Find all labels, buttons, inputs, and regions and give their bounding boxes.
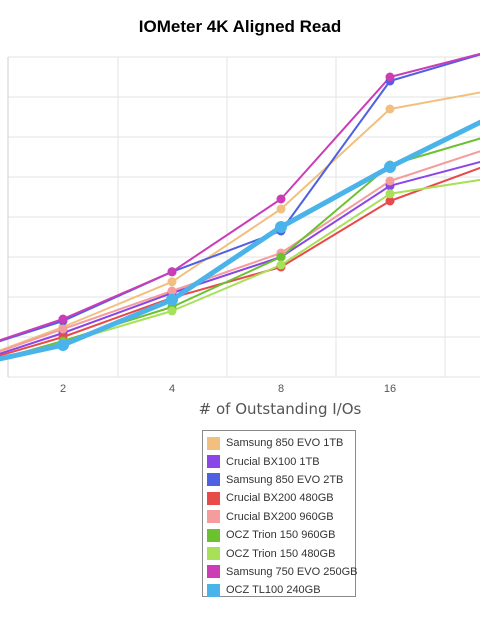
data-point: [385, 196, 395, 206]
series-line: [0, 52, 480, 342]
series-lines: [0, 52, 480, 362]
chart-title: IOMeter 4K Aligned Read: [138, 17, 342, 36]
legend-label: Crucial BX200 960GB: [226, 510, 334, 523]
legend-item: OCZ Trion 150 480GB: [207, 544, 355, 562]
data-point: [166, 293, 178, 306]
data-point: [275, 221, 287, 233]
legend-label: Crucial BX100 1TB: [226, 455, 320, 468]
legend-item: Crucial BX200 480GB: [207, 489, 355, 507]
legend-swatch: [207, 455, 220, 469]
data-point: [167, 267, 177, 277]
legend-label: OCZ Trion 150 480GB: [226, 547, 336, 560]
legend-swatch: [207, 565, 220, 579]
legend-item: OCZ TL100 240GB: [207, 581, 355, 599]
legend-label: OCZ TL100 240GB: [226, 584, 321, 597]
series-line: [0, 119, 480, 362]
legend-label: Samsung 750 EVO 250GB: [226, 565, 358, 578]
data-point: [385, 72, 395, 82]
data-point: [276, 252, 286, 262]
legend-item: Samsung 850 EVO 2TB: [207, 471, 355, 489]
legend-item: Crucial BX100 1TB: [207, 452, 355, 470]
data-point: [384, 161, 396, 173]
legend-item: OCZ Trion 150 960GB: [207, 526, 355, 544]
data-point: [58, 314, 68, 324]
legend-swatch: [207, 473, 220, 487]
data-point: [276, 204, 286, 214]
series-line: [0, 53, 480, 343]
series-line: [0, 91, 480, 352]
legend-label: Samsung 850 EVO 2TB: [226, 473, 344, 486]
data-point: [276, 194, 286, 204]
x-tick-label: 4: [169, 383, 175, 395]
legend-swatch: [207, 583, 220, 597]
legend-swatch: [207, 547, 220, 561]
legend-label: OCZ Trion 150 960GB: [226, 529, 336, 542]
x-tick-label: 16: [384, 383, 396, 395]
data-point: [385, 104, 395, 114]
legend-item: Crucial BX200 960GB: [207, 508, 355, 526]
data-point: [167, 286, 177, 296]
series-line: [0, 160, 480, 355]
chart-legend: Samsung 850 EVO 1TB Crucial BX100 1TB Sams…: [202, 430, 358, 599]
data-point: [167, 277, 177, 287]
legend-swatch: [207, 528, 220, 542]
legend-label: Crucial BX200 480GB: [226, 492, 334, 505]
series-points: [57, 72, 396, 351]
data-point: [385, 176, 395, 186]
data-point: [58, 324, 68, 334]
legend-item: Samsung 850 EVO 1TB: [207, 434, 355, 452]
data-point: [276, 260, 286, 270]
series-line: [0, 150, 480, 353]
legend-swatch: [207, 436, 220, 450]
x-tick-labels: 2 4 8 16: [60, 383, 396, 395]
x-tick-label: 8: [278, 383, 284, 395]
legend-item: Samsung 750 EVO 250GB: [207, 563, 358, 581]
chart-plot-area: 2 4 8 16: [0, 52, 480, 395]
data-point: [385, 189, 395, 199]
legend-swatch: [207, 510, 220, 524]
x-tick-label: 2: [60, 383, 66, 395]
data-point: [57, 339, 69, 351]
legend-swatch: [207, 491, 220, 505]
legend-label: Samsung 850 EVO 1TB: [226, 437, 344, 450]
data-point: [167, 306, 177, 316]
x-axis-label: # of Outstanding I/Os: [198, 400, 362, 418]
